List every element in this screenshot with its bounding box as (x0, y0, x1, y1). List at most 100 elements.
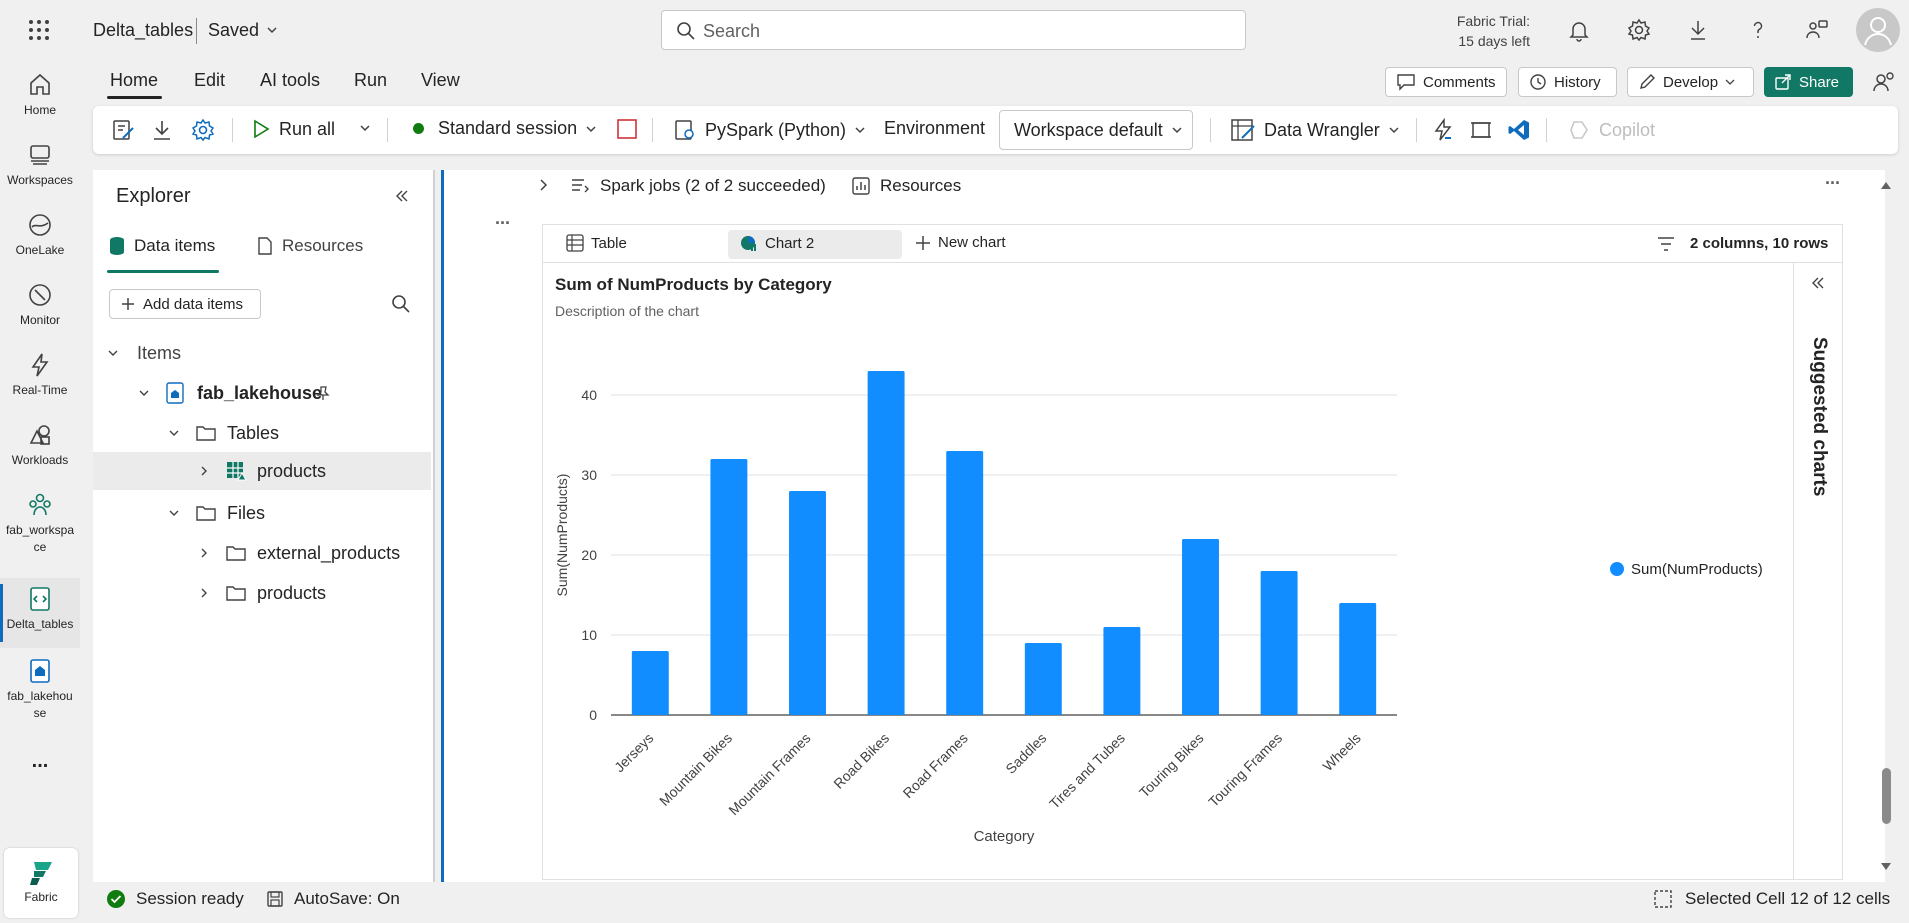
more-apps-button[interactable]: ... (31, 750, 49, 772)
tab-edit[interactable]: Edit (194, 70, 226, 90)
download-icon[interactable] (151, 118, 173, 142)
chart-small-icon (852, 177, 870, 195)
tab-run[interactable]: Run (354, 70, 388, 90)
x-tick-label: Jerseys (611, 730, 656, 775)
share-button[interactable]: Share (1764, 67, 1853, 97)
comments-button[interactable]: Comments (1385, 67, 1507, 97)
scroll-up-arrow-icon[interactable] (1880, 180, 1892, 190)
tab-chart-2-label-group[interactable]: Chart 2 (740, 234, 814, 252)
rail-label: Real-Time (12, 383, 68, 397)
tree-node-products-table[interactable]: products (93, 452, 431, 490)
fabric-home-button[interactable]: Fabric (4, 848, 78, 918)
panel-resize-handle[interactable] (433, 170, 435, 882)
avatar[interactable] (1856, 8, 1900, 52)
add-data-items-button[interactable]: Add data items (109, 289, 261, 319)
develop-button[interactable]: Develop (1627, 67, 1754, 97)
filter-icon[interactable] (1657, 236, 1675, 252)
x-tick-label: Mountain Frames (725, 730, 813, 818)
copilot-button[interactable]: Copilot (1567, 118, 1655, 142)
gear-icon[interactable] (1627, 18, 1651, 42)
trial-status[interactable]: Fabric Trial: 15 days left (1440, 11, 1530, 51)
stop-session-button[interactable] (616, 118, 638, 140)
scroll-down-arrow-icon[interactable] (1880, 862, 1892, 872)
tab-ai-tools[interactable]: AI tools (260, 70, 321, 90)
collaborators-icon[interactable] (1872, 70, 1896, 94)
legend-marker (1610, 562, 1624, 576)
pyspark-icon (675, 120, 694, 140)
tree-node-external-products[interactable]: external_products (93, 534, 431, 572)
session-selector[interactable]: Standard session (413, 118, 597, 139)
copilot-icon (1570, 121, 1588, 139)
settings-gear-icon[interactable] (191, 118, 215, 142)
feedback-people-icon[interactable] (1805, 18, 1829, 42)
people-icon (29, 493, 51, 516)
collapse-panel-icon[interactable] (394, 188, 410, 204)
tree-node-tables[interactable]: Tables (93, 414, 431, 452)
chart-output-panel: Table Chart 2 New chart 2 columns, 10 ro… (542, 224, 1843, 880)
environment-label: Environment (884, 118, 986, 138)
search-icon[interactable] (391, 294, 411, 314)
active-tab-indicator (107, 270, 219, 273)
chevron-down-icon (1389, 127, 1399, 134)
rail-item-delta-tables[interactable]: Delta_tables (0, 578, 80, 648)
history-button[interactable]: History (1518, 67, 1617, 97)
y-tick-label: 20 (581, 547, 597, 563)
session-ready-label: Session ready (136, 889, 244, 908)
app-launcher-icon[interactable] (28, 19, 50, 41)
download-icon[interactable] (1686, 18, 1710, 42)
tab-table[interactable]: Table (566, 234, 627, 252)
document-title[interactable]: Delta_tables (93, 20, 194, 40)
search-input[interactable] (703, 19, 1223, 43)
rail-item-real-time[interactable]: Real-Time (0, 352, 80, 399)
suggested-charts-panel[interactable]: Suggested charts (1793, 263, 1843, 880)
search-box[interactable] (661, 10, 1246, 50)
lightning-format-icon[interactable] (1431, 118, 1455, 142)
folder-icon (226, 586, 246, 601)
stop-icon (617, 119, 637, 139)
pin-icon[interactable] (315, 385, 331, 401)
tab-home[interactable]: Home (110, 70, 159, 90)
language-selector[interactable]: PySpark (Python) (673, 118, 866, 142)
scrollbar-thumb[interactable] (1882, 768, 1891, 824)
expand-spark-jobs-chevron-icon[interactable] (538, 178, 550, 192)
tree-node-items[interactable]: Items (93, 334, 431, 372)
tab-chart-2[interactable] (728, 230, 902, 259)
tab-data-items[interactable]: Data items (109, 236, 215, 256)
rail-item-fab-lakehouse[interactable]: fab_lakehou se (0, 658, 80, 722)
tree-node-lakehouse[interactable]: fab_lakehouse (93, 374, 431, 412)
notebook-settings-icon[interactable] (111, 118, 135, 142)
cell-resources[interactable]: Resources (852, 176, 961, 196)
data-wrangler-button[interactable]: Data Wrangler (1230, 118, 1400, 142)
environment-dropdown[interactable]: Workspace default (999, 110, 1193, 150)
run-all-button[interactable]: Run all (251, 118, 335, 140)
rail-item-workloads[interactable]: Workloads (0, 422, 80, 469)
help-icon[interactable] (1746, 18, 1770, 42)
tree-label: products (257, 460, 327, 481)
frame-icon[interactable] (1469, 118, 1493, 142)
run-all-chevron-icon[interactable] (359, 122, 371, 134)
rail-label: Workloads (11, 453, 69, 467)
tree-label: fab_lakehouse (197, 382, 323, 403)
tab-resources[interactable]: Resources (257, 236, 363, 256)
chevron-down-icon[interactable] (266, 24, 278, 36)
spark-jobs-summary[interactable]: Spark jobs (2 of 2 succeeded) (570, 176, 826, 196)
new-chart-button[interactable]: New chart (915, 234, 1006, 251)
bell-icon[interactable] (1567, 18, 1591, 42)
cell-more-options[interactable]: ... (1825, 168, 1841, 188)
vscode-icon[interactable] (1507, 118, 1531, 142)
trial-label: Fabric Trial: (1456, 13, 1530, 29)
rail-item-workspaces[interactable]: Workspaces (0, 142, 80, 189)
rail-item-fab-workspace[interactable]: fab_workspa ce (0, 492, 80, 556)
cell-output-more-options[interactable]: ... (495, 208, 511, 228)
rail-item-monitor[interactable]: Monitor (0, 282, 80, 329)
rail-item-onelake[interactable]: OneLake (0, 212, 80, 259)
chevron-right-icon (201, 588, 207, 598)
tree-node-files[interactable]: Files (93, 494, 431, 532)
autosave-status[interactable]: AutoSave: On (266, 889, 400, 909)
tab-view[interactable]: View (421, 70, 460, 90)
saved-status[interactable]: Saved (208, 20, 260, 40)
search-icon (676, 21, 696, 41)
tree-node-products-folder[interactable]: products (93, 574, 431, 612)
expand-suggested-icon[interactable] (1810, 275, 1826, 291)
rail-item-home[interactable]: Home (0, 72, 80, 119)
